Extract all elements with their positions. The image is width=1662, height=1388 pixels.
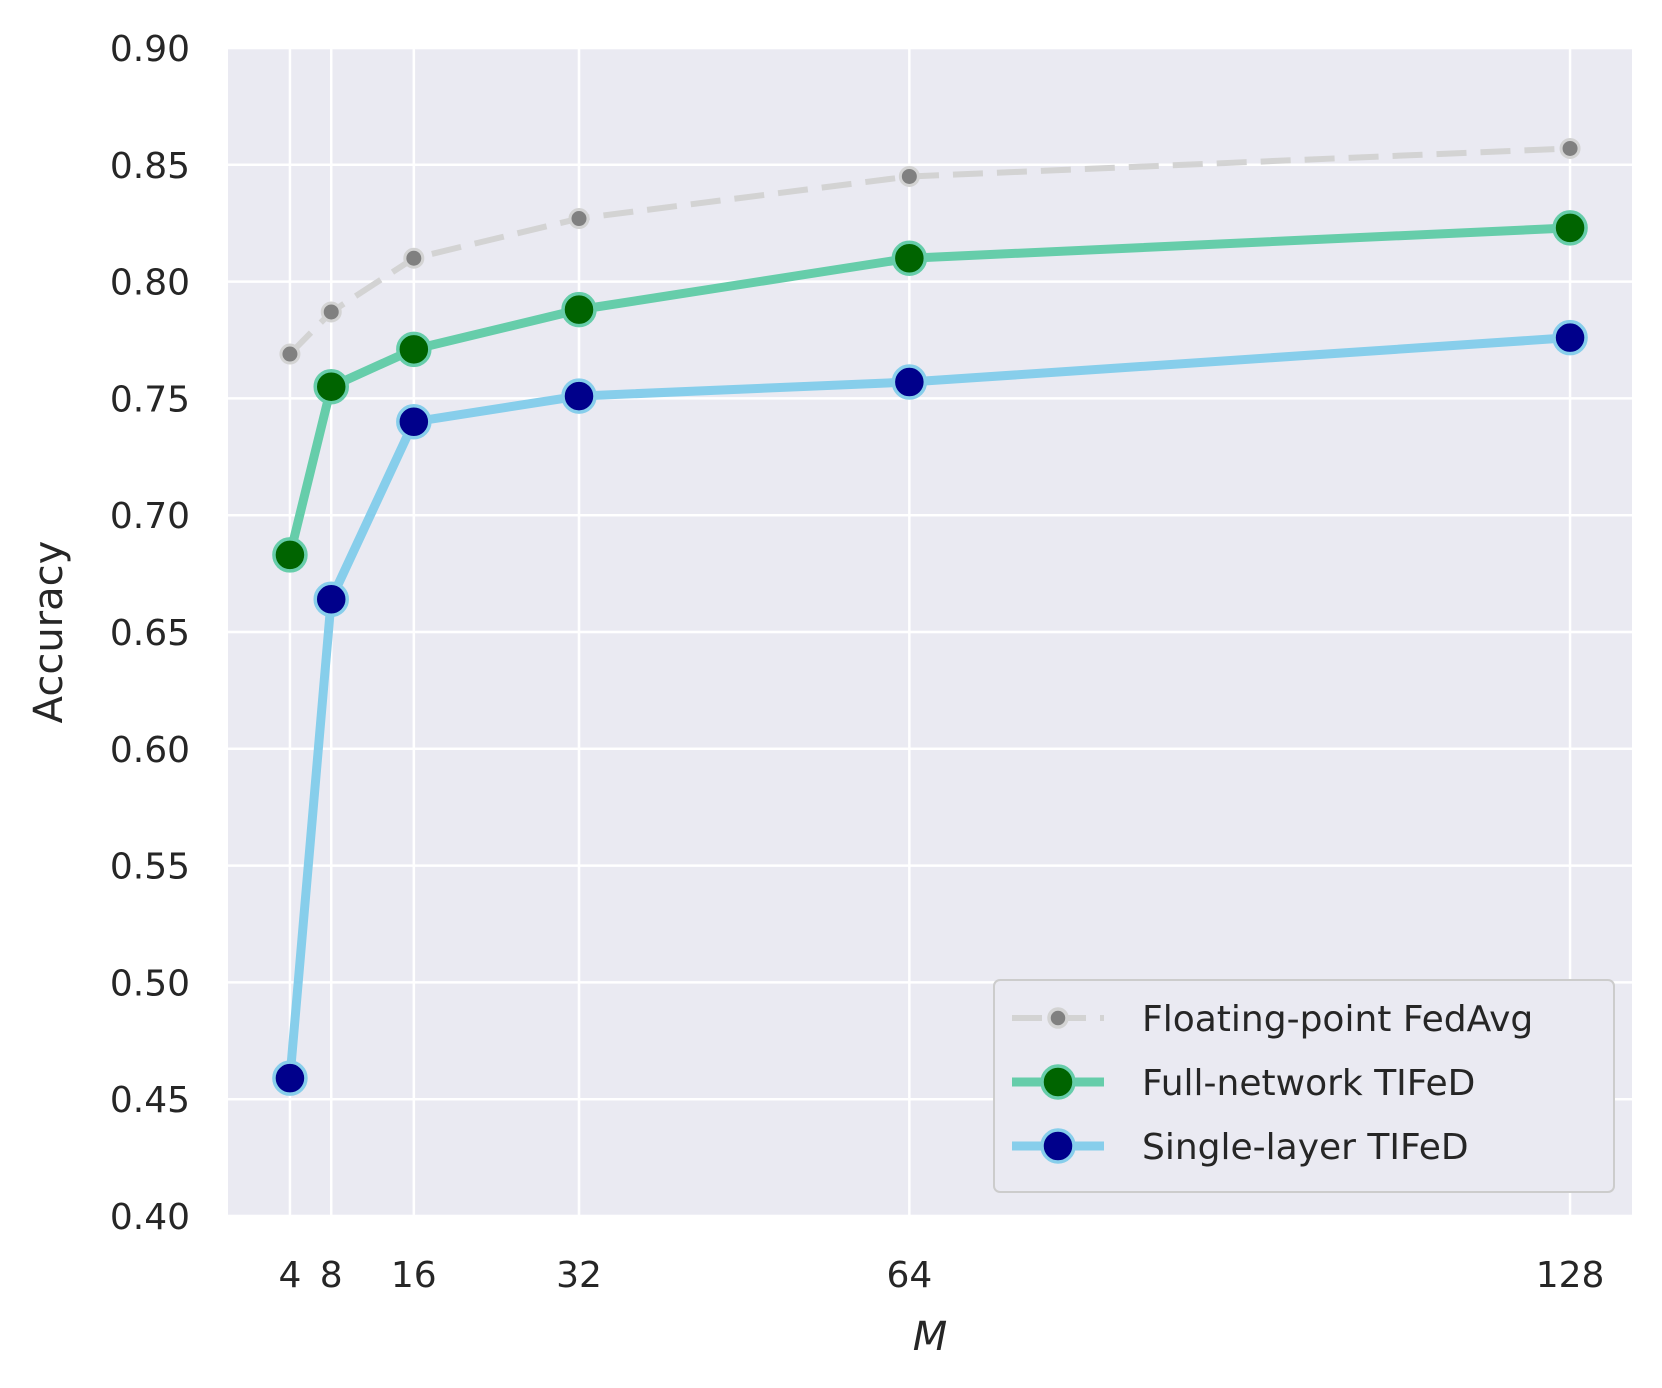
y-axis-title: Accuracy [26,541,72,724]
x-tick-label: 32 [556,1255,602,1296]
data-point [313,581,349,618]
legend-label: Floating-point FedAvg [1142,999,1533,1040]
data-point [1552,319,1588,356]
series-line-2 [285,223,1571,556]
y-tick-label: 0.70 [110,496,190,537]
data-point [891,364,928,400]
x-axis-title: M [913,1314,948,1360]
data-point [568,208,590,230]
y-tick-label: 0.85 [110,146,190,187]
series-group [272,137,1588,1096]
y-tick-label: 0.40 [110,1197,190,1238]
data-point [898,165,920,187]
x-tick-label: 8 [320,1255,343,1296]
x-tick-label: 64 [886,1255,932,1296]
legend-swatch-marker [1047,1007,1069,1029]
y-axis-ticks: 0.40 0.45 0.50 0.55 0.60 0.65 0.70 0.75 0.80 0.85… [110,29,190,1238]
data-point [396,331,432,368]
data-point [561,378,597,414]
y-tick-label: 0.90 [110,29,190,70]
x-tick-label: 4 [278,1255,301,1296]
legend-box [993,979,1615,1193]
x-tick-label: 128 [1536,1255,1605,1296]
grid-lines [228,46,1632,1218]
legend-label: Single-layer TIFeD [1142,1127,1469,1168]
data-point [1559,137,1581,159]
data-point [272,1060,308,1096]
series-line-3 [285,333,1571,1079]
legend: Floating-point FedAvg Full-network TIFeD S… [993,979,1615,1193]
x-axis-ticks: 4 8 16 32 64 128 [278,1255,1604,1296]
data-point [396,404,432,440]
legend-label: Full-network TIFeD [1142,1063,1475,1104]
y-tick-label: 0.50 [110,963,190,1004]
y-tick-label: 0.80 [110,263,190,304]
data-point [561,291,597,328]
legend-swatch-marker [1040,1128,1076,1164]
data-point [403,247,425,269]
y-tick-label: 0.55 [110,847,190,888]
legend-swatch-marker [1040,1064,1076,1100]
data-point [272,537,308,573]
y-tick-label: 0.65 [110,613,190,654]
data-point [313,368,349,405]
y-tick-label: 0.75 [110,379,190,420]
y-tick-label: 0.60 [110,730,190,771]
data-point [1552,210,1588,246]
data-point [279,343,301,365]
data-point [320,301,342,323]
x-tick-label: 16 [391,1255,437,1296]
y-tick-label: 0.45 [110,1080,190,1121]
data-point [891,240,928,276]
